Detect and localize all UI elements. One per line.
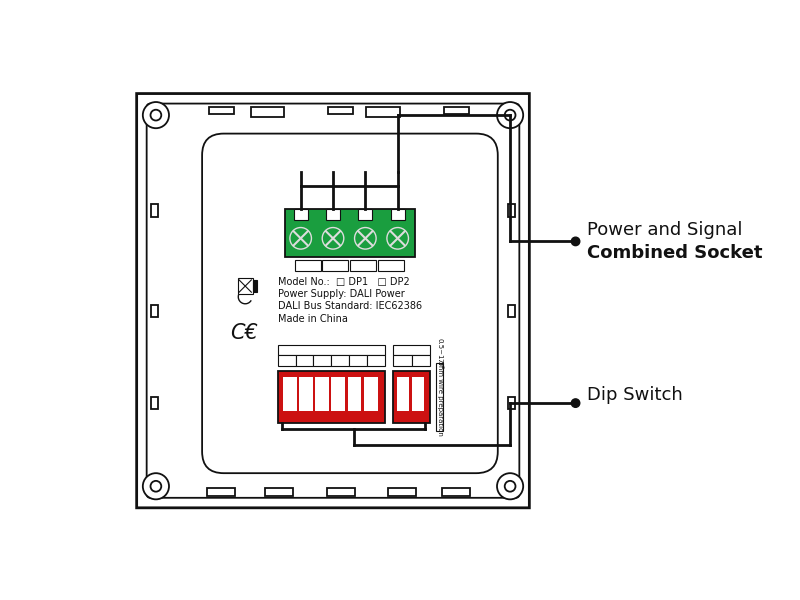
Circle shape bbox=[387, 227, 409, 249]
Text: SET: SET bbox=[403, 346, 420, 355]
Bar bbox=[286, 209, 414, 257]
Bar bbox=[283, 377, 297, 411]
Circle shape bbox=[354, 227, 376, 249]
Text: 4: 4 bbox=[338, 356, 343, 365]
Text: 6: 6 bbox=[374, 356, 379, 365]
Text: Power Supply: DALI Power: Power Supply: DALI Power bbox=[278, 289, 404, 299]
Bar bbox=[294, 260, 321, 271]
Circle shape bbox=[505, 481, 515, 491]
Bar bbox=[358, 209, 372, 220]
Bar bbox=[444, 107, 469, 113]
Bar bbox=[295, 355, 314, 366]
Bar bbox=[299, 377, 313, 411]
Bar bbox=[327, 488, 354, 496]
Bar bbox=[278, 355, 295, 366]
Bar bbox=[436, 363, 443, 431]
Bar bbox=[150, 205, 158, 217]
Text: C€: C€ bbox=[230, 323, 258, 343]
Text: 7mm wire preparation: 7mm wire preparation bbox=[437, 358, 442, 436]
Bar bbox=[390, 209, 405, 220]
Bar bbox=[350, 355, 367, 366]
Text: 3: 3 bbox=[320, 356, 326, 365]
Circle shape bbox=[150, 110, 162, 121]
Bar bbox=[150, 397, 158, 409]
Circle shape bbox=[497, 102, 523, 128]
Text: DA2: DA2 bbox=[326, 261, 344, 270]
Text: DA1: DA1 bbox=[299, 261, 316, 270]
Circle shape bbox=[290, 227, 311, 249]
Circle shape bbox=[150, 481, 162, 491]
FancyBboxPatch shape bbox=[137, 94, 530, 508]
Text: DA1: DA1 bbox=[354, 261, 372, 270]
Bar bbox=[331, 377, 346, 411]
FancyBboxPatch shape bbox=[146, 104, 519, 498]
Text: 2: 2 bbox=[302, 356, 307, 365]
Bar bbox=[314, 355, 331, 366]
Bar bbox=[442, 488, 470, 496]
Bar bbox=[508, 305, 515, 317]
Text: Combined Socket: Combined Socket bbox=[587, 244, 762, 262]
Text: DALI Bus Standard: IEC62386: DALI Bus Standard: IEC62386 bbox=[278, 301, 422, 311]
Bar bbox=[250, 107, 285, 116]
Bar bbox=[393, 355, 411, 366]
Text: 1: 1 bbox=[284, 356, 290, 365]
Circle shape bbox=[322, 227, 344, 249]
Bar bbox=[278, 344, 386, 355]
Bar bbox=[348, 377, 362, 411]
Text: ADDRESS / GROUP: ADDRESS / GROUP bbox=[291, 346, 372, 355]
Bar bbox=[364, 377, 378, 411]
Bar bbox=[294, 209, 307, 220]
Bar bbox=[253, 280, 257, 292]
Bar bbox=[366, 107, 400, 116]
Bar bbox=[150, 305, 158, 317]
Circle shape bbox=[143, 473, 169, 499]
Text: Power and Signal: Power and Signal bbox=[587, 221, 742, 239]
Text: DA2: DA2 bbox=[382, 261, 399, 270]
Circle shape bbox=[571, 237, 580, 245]
Circle shape bbox=[497, 473, 523, 499]
Text: 1: 1 bbox=[399, 356, 405, 365]
Bar bbox=[411, 355, 430, 366]
Bar bbox=[278, 371, 386, 423]
Bar bbox=[207, 488, 235, 496]
Bar bbox=[389, 488, 416, 496]
Text: Model No.:  □ DP1   □ DP2: Model No.: □ DP1 □ DP2 bbox=[278, 277, 410, 287]
Bar bbox=[367, 355, 386, 366]
Bar bbox=[350, 260, 376, 271]
Text: 5: 5 bbox=[355, 356, 362, 365]
Bar bbox=[266, 488, 293, 496]
Bar bbox=[393, 371, 430, 423]
Text: Dip Switch: Dip Switch bbox=[587, 386, 683, 404]
Bar bbox=[331, 355, 350, 366]
Bar bbox=[508, 397, 515, 409]
Bar bbox=[315, 377, 329, 411]
Text: Made in China: Made in China bbox=[278, 314, 347, 324]
Bar bbox=[378, 260, 404, 271]
Bar bbox=[393, 344, 430, 355]
FancyBboxPatch shape bbox=[202, 134, 498, 473]
Bar bbox=[209, 107, 234, 113]
Text: 0.5~1.5²: 0.5~1.5² bbox=[437, 338, 442, 370]
Bar bbox=[397, 377, 410, 411]
Bar bbox=[508, 205, 515, 217]
Text: 2: 2 bbox=[418, 356, 423, 365]
Bar bbox=[238, 278, 253, 294]
Circle shape bbox=[571, 399, 580, 407]
Bar bbox=[322, 260, 349, 271]
Bar bbox=[328, 107, 353, 113]
Bar bbox=[326, 209, 340, 220]
Circle shape bbox=[143, 102, 169, 128]
Bar bbox=[411, 377, 424, 411]
Circle shape bbox=[505, 110, 515, 121]
